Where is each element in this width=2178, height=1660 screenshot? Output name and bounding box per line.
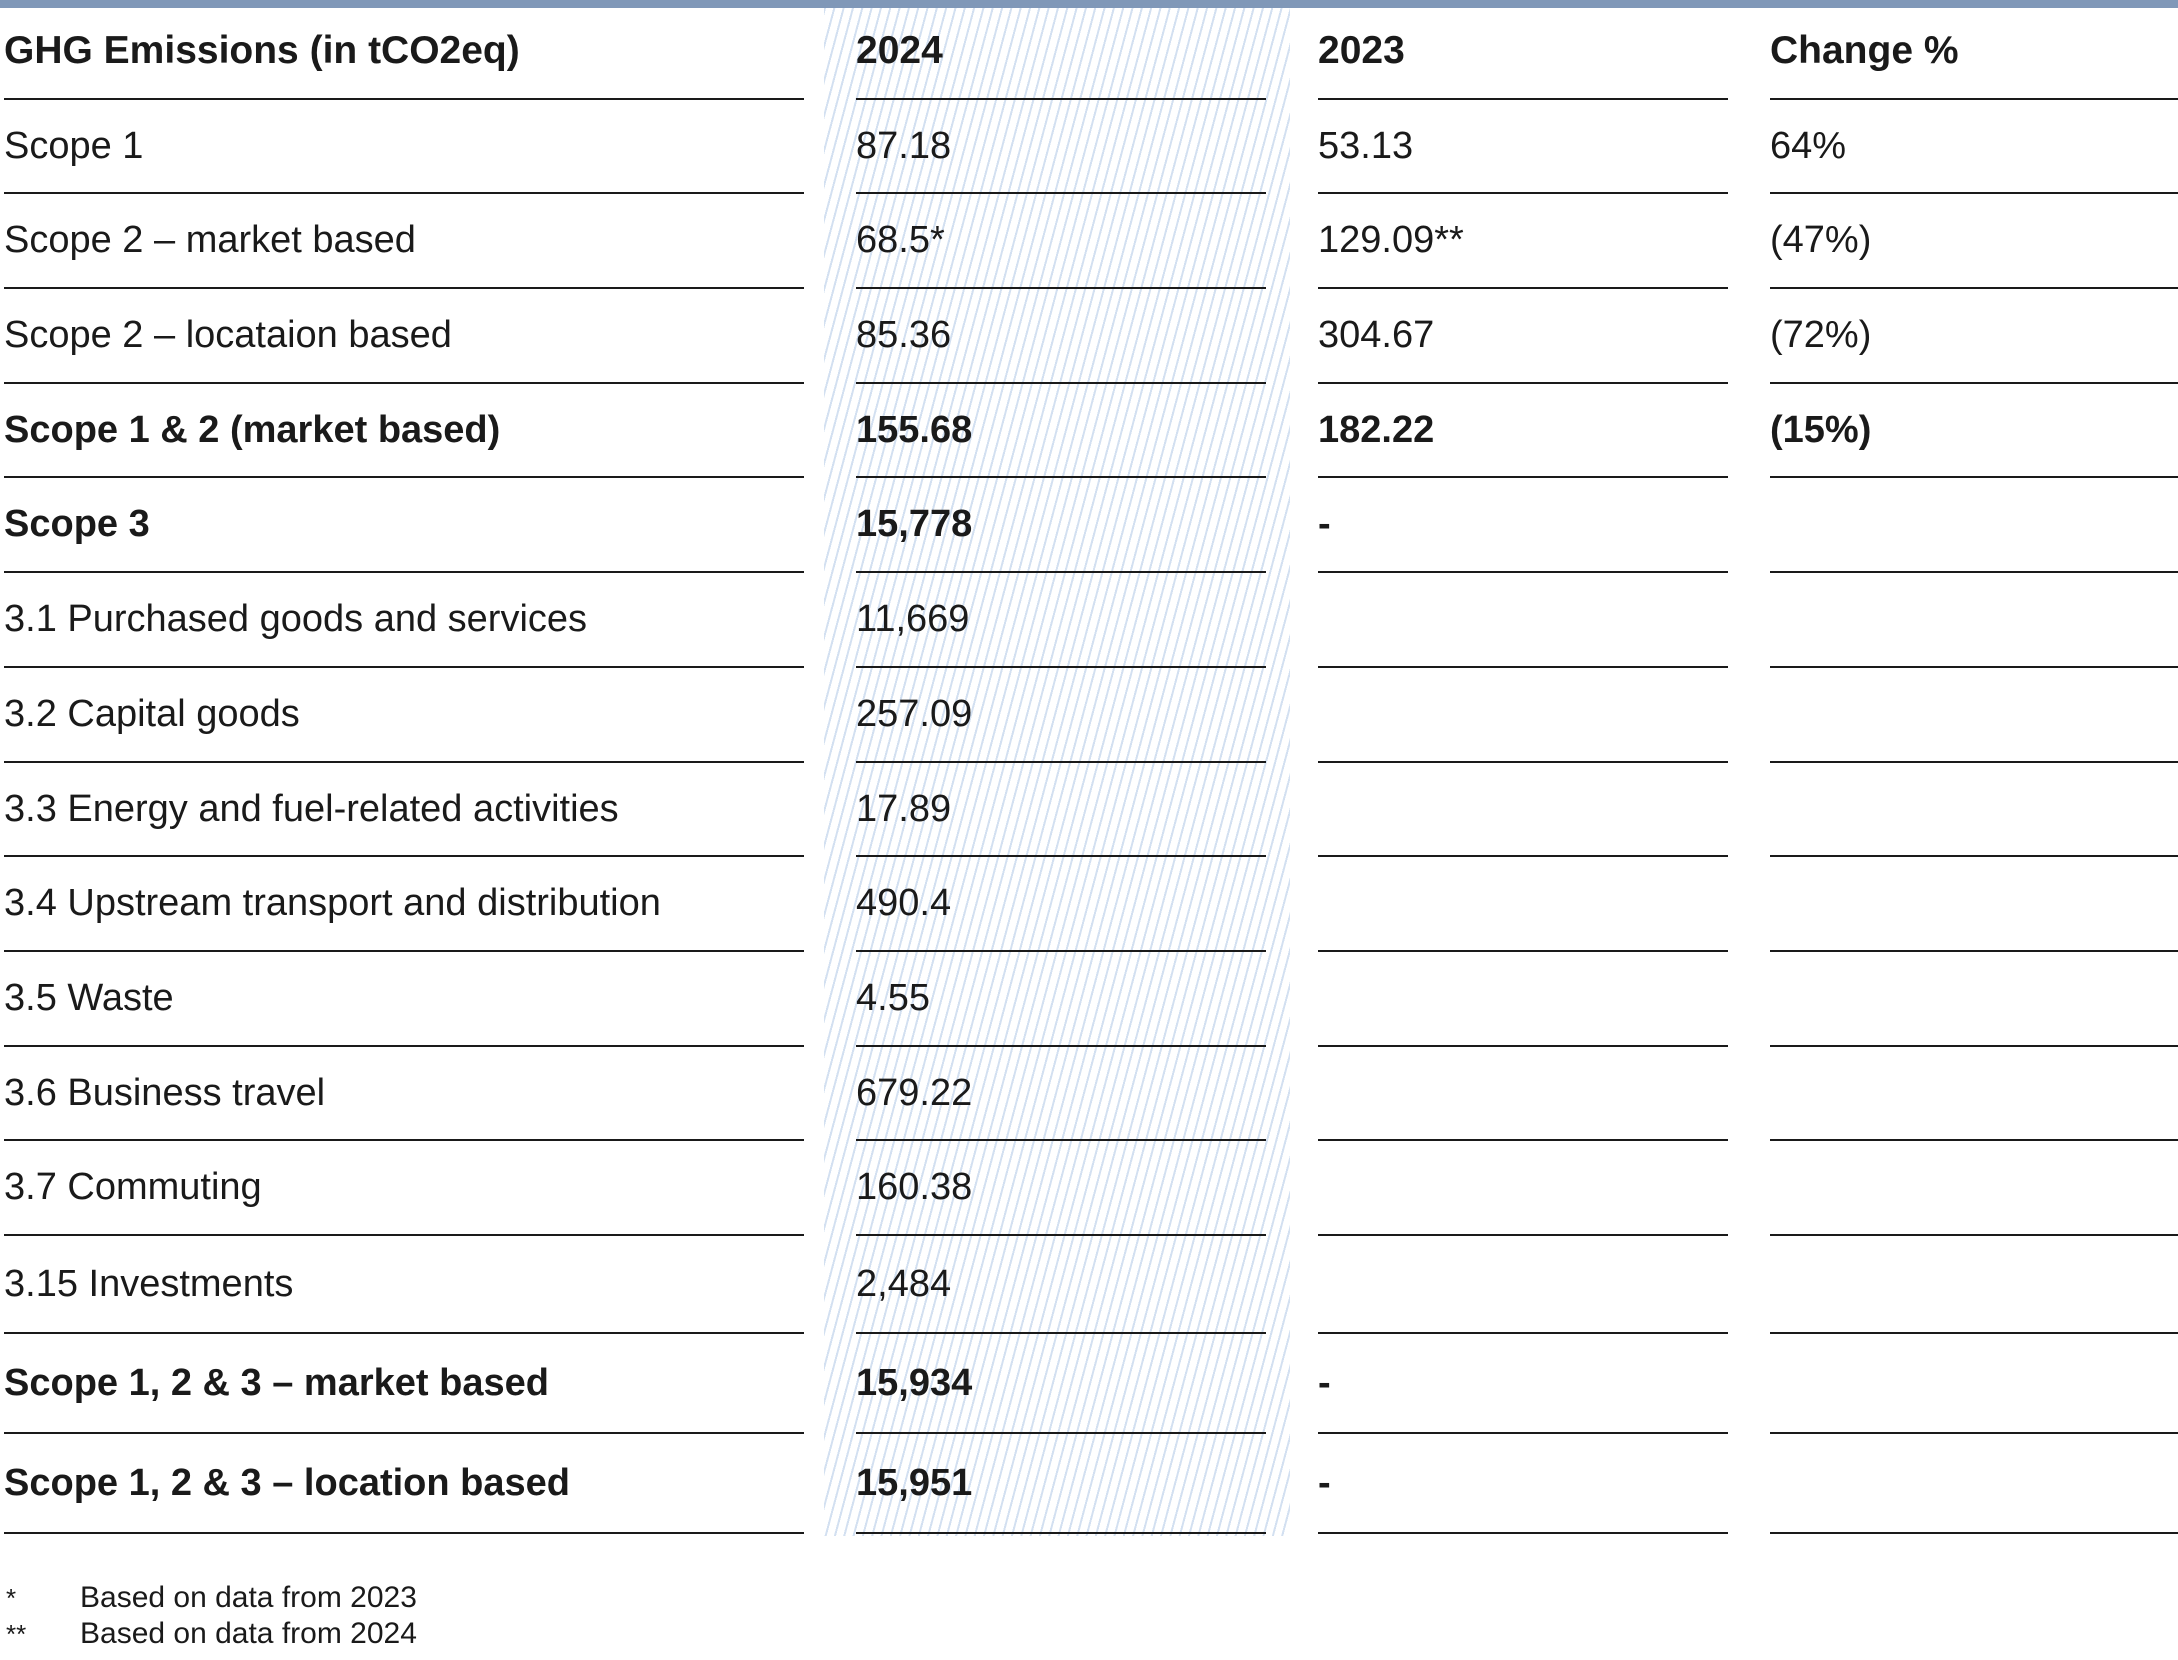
value-2023 [1318,573,1728,668]
value-2024: 11,669 [856,573,1266,668]
row-label: 3.15 Investments [4,1236,804,1334]
value-change [1770,763,2178,857]
value-2023 [1318,857,1728,952]
value-2023 [1318,1047,1728,1141]
footnote-mark: * [6,1583,17,1613]
value-2024: 155.68 [856,384,1266,478]
row-label: 3.1 Purchased goods and services [4,573,804,668]
header-change: Change % [1770,29,1959,72]
row-label: 3.2 Capital goods [4,668,804,763]
table-row-total-location: Scope 1, 2 & 3 – location based 15,951 - [0,1434,2178,1534]
value-2023: 53.13 [1318,100,1728,194]
footnotes: * Based on data from 2023 ** Based on da… [6,1580,906,1652]
ghg-emissions-table: GHG Emissions (in tCO2eq) 2024 2023 Chan… [0,8,2178,1534]
table-row-scope-3-5: 3.5 Waste 4.55 [0,952,2178,1047]
value-2024: 490.4 [856,857,1266,952]
row-label: 3.4 Upstream transport and distribution [4,857,804,952]
row-label: Scope 3 [4,478,804,573]
table-row-total-market: Scope 1, 2 & 3 – market based 15,934 - [0,1334,2178,1434]
value-2023: - [1318,1434,1728,1534]
header-label: GHG Emissions (in tCO2eq) [4,29,520,72]
footnote-mark: ** [6,1619,27,1649]
value-2023 [1318,1141,1728,1236]
value-2024: 679.22 [856,1047,1266,1141]
value-2024: 15,778 [856,478,1266,573]
value-change [1770,952,2178,1047]
value-change [1770,478,2178,573]
value-change [1770,1047,2178,1141]
value-2024: 15,951 [856,1434,1266,1534]
row-label: Scope 2 – locataion based [4,289,804,384]
value-2023 [1318,952,1728,1047]
row-label: 3.6 Business travel [4,1047,804,1141]
value-change: (47%) [1770,194,2178,289]
value-change: 64% [1770,100,2178,194]
header-2024-cell: 2024 [856,8,1266,100]
value-2023: 304.67 [1318,289,1728,384]
table-row-scope-3-7: 3.7 Commuting 160.38 [0,1141,2178,1236]
footnote-1: * Based on data from 2023 [6,1580,906,1616]
value-2024: 257.09 [856,668,1266,763]
table-row-scope-3-1: 3.1 Purchased goods and services 11,669 [0,573,2178,668]
value-change [1770,857,2178,952]
header-change-cell: Change % [1770,8,2178,100]
row-label: Scope 2 – market based [4,194,804,289]
table-row-scope-2-location: Scope 2 – locataion based 85.36 304.67 (… [0,289,2178,384]
value-change [1770,1334,2178,1434]
value-change [1770,1434,2178,1534]
value-2023 [1318,668,1728,763]
header-label-cell: GHG Emissions (in tCO2eq) [4,8,804,100]
row-label: 3.3 Energy and fuel-related activities [4,763,804,857]
table-row-scope-3-2: 3.2 Capital goods 257.09 [0,668,2178,763]
table-row-scope-3: Scope 3 15,778 - [0,478,2178,573]
table-row-scope-2-market: Scope 2 – market based 68.5* 129.09** (4… [0,194,2178,289]
header-2023-cell: 2023 [1318,8,1728,100]
value-2023: - [1318,1334,1728,1434]
value-2023: 182.22 [1318,384,1728,478]
row-label: Scope 1 [4,100,804,194]
value-2024: 2,484 [856,1236,1266,1334]
table-row-scope-3-4: 3.4 Upstream transport and distribution … [0,857,2178,952]
value-2023 [1318,763,1728,857]
value-2024: 15,934 [856,1334,1266,1434]
table-header-row: GHG Emissions (in tCO2eq) 2024 2023 Chan… [0,8,2178,100]
value-2023: 129.09** [1318,194,1728,289]
table-row-scope-3-6: 3.6 Business travel 679.22 [0,1047,2178,1141]
row-label: Scope 1, 2 & 3 – market based [4,1334,804,1434]
header-2023: 2023 [1318,29,1405,72]
footnote-text: Based on data from 2024 [80,1617,417,1650]
header-2024: 2024 [856,29,943,72]
row-label: 3.5 Waste [4,952,804,1047]
value-change: (72%) [1770,289,2178,384]
footnote-2: ** Based on data from 2024 [6,1616,906,1652]
value-2024: 85.36 [856,289,1266,384]
value-change [1770,1141,2178,1236]
value-change [1770,1236,2178,1334]
row-label: 3.7 Commuting [4,1141,804,1236]
value-change [1770,573,2178,668]
value-2024: 160.38 [856,1141,1266,1236]
value-change [1770,668,2178,763]
table-row-scope-1: Scope 1 87.18 53.13 64% [0,100,2178,194]
value-change: (15%) [1770,384,2178,478]
top-accent-rule [0,0,2178,8]
value-2024: 68.5* [856,194,1266,289]
value-2024: 4.55 [856,952,1266,1047]
value-2023 [1318,1236,1728,1334]
value-2023: - [1318,478,1728,573]
table-row-scope-1-2-market: Scope 1 & 2 (market based) 155.68 182.22… [0,384,2178,478]
footnote-text: Based on data from 2023 [80,1581,417,1614]
value-2024: 87.18 [856,100,1266,194]
table-row-scope-3-15: 3.15 Investments 2,484 [0,1236,2178,1334]
table-row-scope-3-3: 3.3 Energy and fuel-related activities 1… [0,763,2178,857]
highlighted-column-2024-background [824,8,1290,1536]
value-2024: 17.89 [856,763,1266,857]
row-label: Scope 1 & 2 (market based) [4,384,804,478]
row-label: Scope 1, 2 & 3 – location based [4,1434,804,1534]
